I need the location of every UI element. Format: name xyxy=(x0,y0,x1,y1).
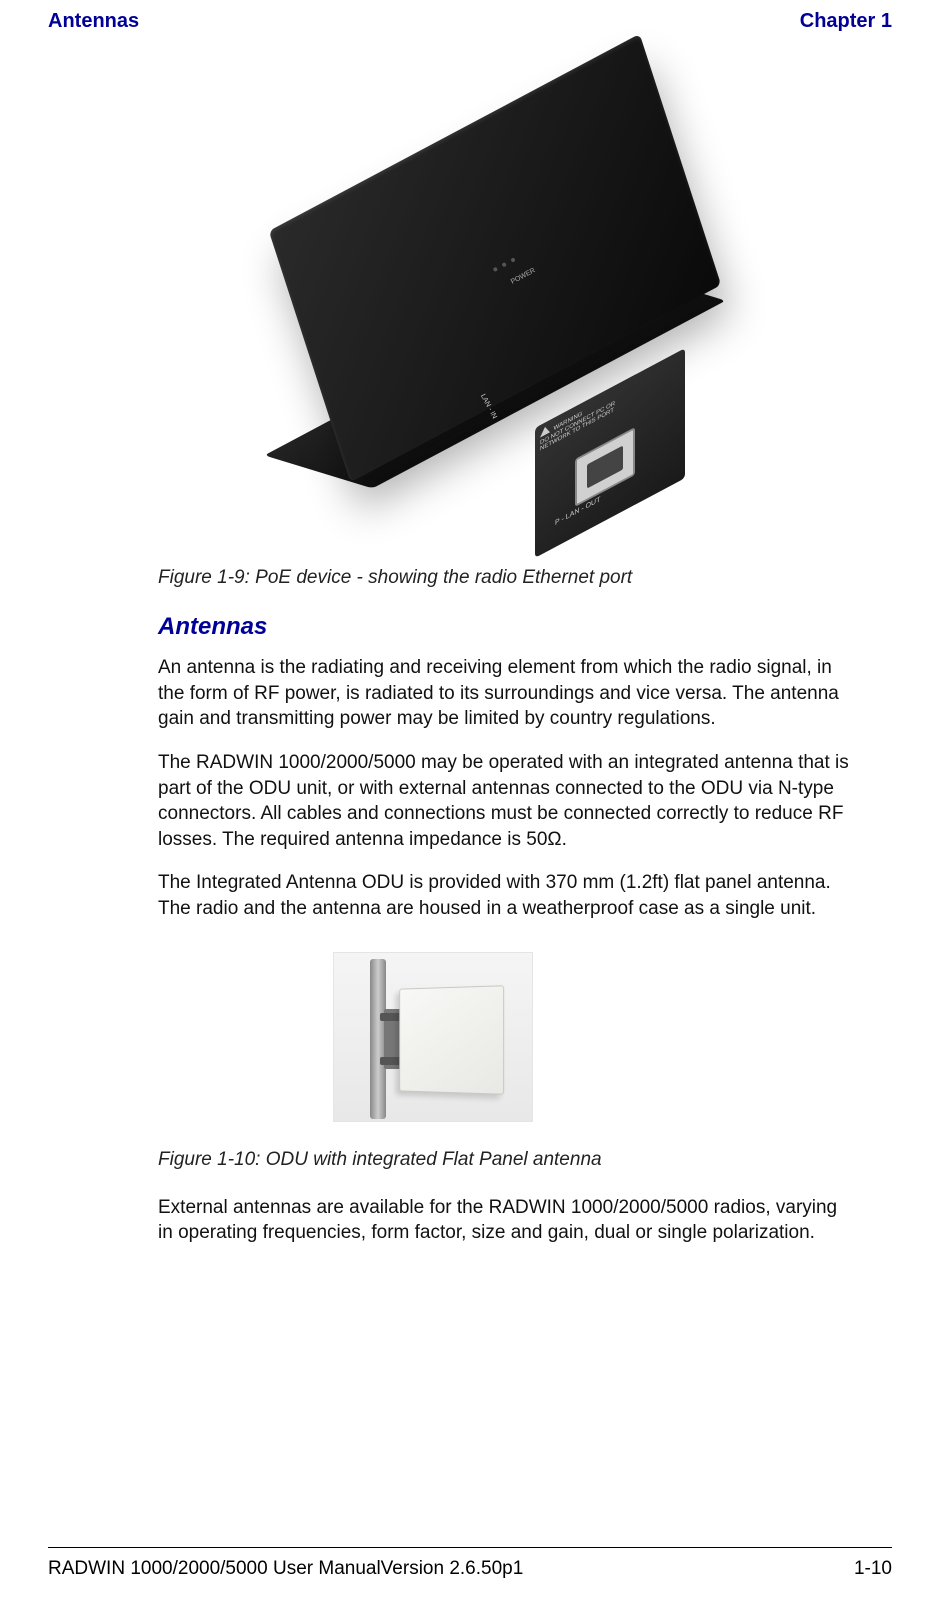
odu-flat-panel xyxy=(399,985,504,1095)
footer-left: RADWIN 1000/2000/5000 User ManualVersion… xyxy=(48,1558,523,1580)
figure-1-10-image xyxy=(318,940,548,1135)
header-chapter: Chapter 1 xyxy=(800,10,892,33)
page-header: Antennas Chapter 1 xyxy=(48,0,892,33)
footer-right: 1-10 xyxy=(854,1558,892,1580)
page-footer: RADWIN 1000/2000/5000 User ManualVersion… xyxy=(48,1547,892,1580)
poe-device-illustration: POWER LAN - IN WARNING DO NOT CONNECT PC… xyxy=(245,108,765,508)
paragraph-3: The Integrated Antenna ODU is provided w… xyxy=(158,870,852,921)
section-heading-antennas: Antennas xyxy=(158,613,852,641)
paragraph-1: An antenna is the radiating and receivin… xyxy=(158,655,852,732)
odu-illustration xyxy=(333,952,533,1122)
header-section-title: Antennas xyxy=(48,10,139,33)
paragraph-after-fig2: External antennas are available for the … xyxy=(158,1195,852,1246)
figure-1-9-caption: Figure 1-9: PoE device - showing the rad… xyxy=(158,567,852,589)
figure-1-9-image: POWER LAN - IN WARNING DO NOT CONNECT PC… xyxy=(225,73,785,543)
content-area: POWER LAN - IN WARNING DO NOT CONNECT PC… xyxy=(158,73,852,1246)
page: Antennas Chapter 1 POWER LAN - IN WARNIN… xyxy=(0,0,940,1604)
paragraph-2: The RADWIN 1000/2000/5000 may be operate… xyxy=(158,750,852,853)
figure-1-10-caption: Figure 1-10: ODU with integrated Flat Pa… xyxy=(158,1149,852,1171)
